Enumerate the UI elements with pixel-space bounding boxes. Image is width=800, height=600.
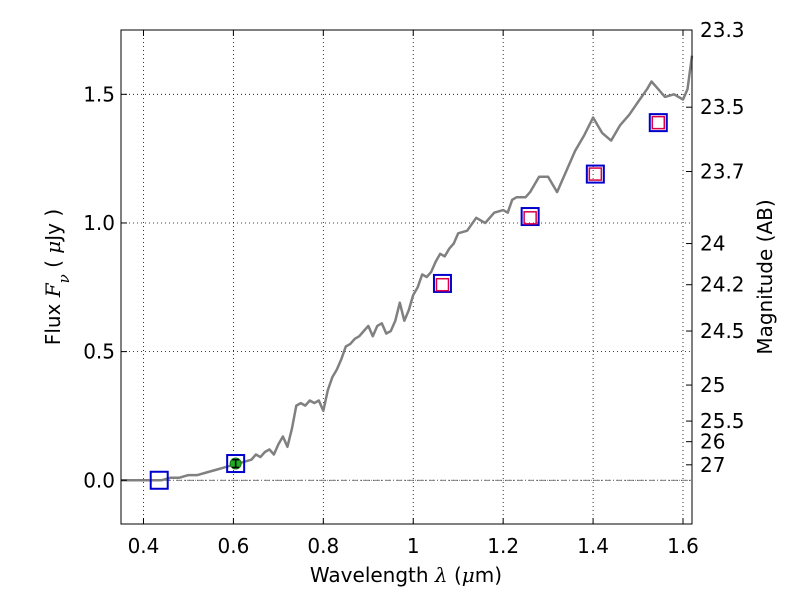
x-tick-label: 1.6 bbox=[667, 534, 699, 558]
y2-tick-label: 27 bbox=[700, 453, 725, 477]
model-marker bbox=[435, 277, 450, 292]
model-marker bbox=[651, 115, 666, 130]
y2-tick-label: 25.5 bbox=[700, 409, 745, 433]
y2-tick-label: 24.5 bbox=[700, 319, 745, 343]
x-tick-label: 0.6 bbox=[217, 534, 249, 558]
y-tick-label: 0.0 bbox=[83, 468, 115, 492]
photometry-marker bbox=[585, 164, 605, 184]
y2-tick-label: 23.7 bbox=[700, 160, 745, 184]
y2-tick-label: 23.5 bbox=[700, 95, 745, 119]
y2-tick-label: 26 bbox=[700, 430, 725, 454]
spectrum-line bbox=[121, 55, 694, 482]
x-axis-title: Wavelength λ (μm) bbox=[310, 563, 502, 587]
x-tick-label: 0.4 bbox=[128, 534, 160, 558]
y2-tick-label: 24 bbox=[700, 232, 725, 256]
y2-tick-label: 23.3 bbox=[700, 18, 745, 42]
axis-ticks: 0.4 0.6 0.8 1 1.2 1.4 1.6 0.0 0.5 1.0 1.5 23.3 23.5 2… bbox=[83, 18, 744, 558]
y-tick-label: 0.5 bbox=[83, 340, 115, 364]
y-axis-title: Flux Fν ( μJy ) bbox=[41, 209, 73, 345]
x-tick-label: 1.4 bbox=[577, 534, 609, 558]
y2-tick-label: 25 bbox=[700, 373, 725, 397]
x-tick-label: 1 bbox=[407, 534, 420, 558]
y2-tick-label: 24.2 bbox=[700, 273, 745, 297]
y2-axis-title: Magnitude (AB) bbox=[753, 199, 777, 354]
grid bbox=[121, 30, 692, 524]
photometry-marker bbox=[520, 207, 540, 227]
y-tick-label: 1.0 bbox=[83, 211, 115, 235]
model-marker bbox=[588, 167, 603, 181]
photometry-marker bbox=[226, 454, 246, 474]
photometry-marker bbox=[648, 113, 668, 133]
plot-area bbox=[121, 55, 694, 490]
x-tick-label: 0.8 bbox=[307, 534, 339, 558]
plot-frame bbox=[120, 29, 693, 525]
model-marker bbox=[523, 211, 537, 225]
photometry-marker bbox=[149, 470, 169, 490]
y-tick-label: 1.5 bbox=[83, 82, 115, 106]
x-tick-label: 1.2 bbox=[487, 534, 519, 558]
photometry-marker bbox=[432, 273, 452, 293]
